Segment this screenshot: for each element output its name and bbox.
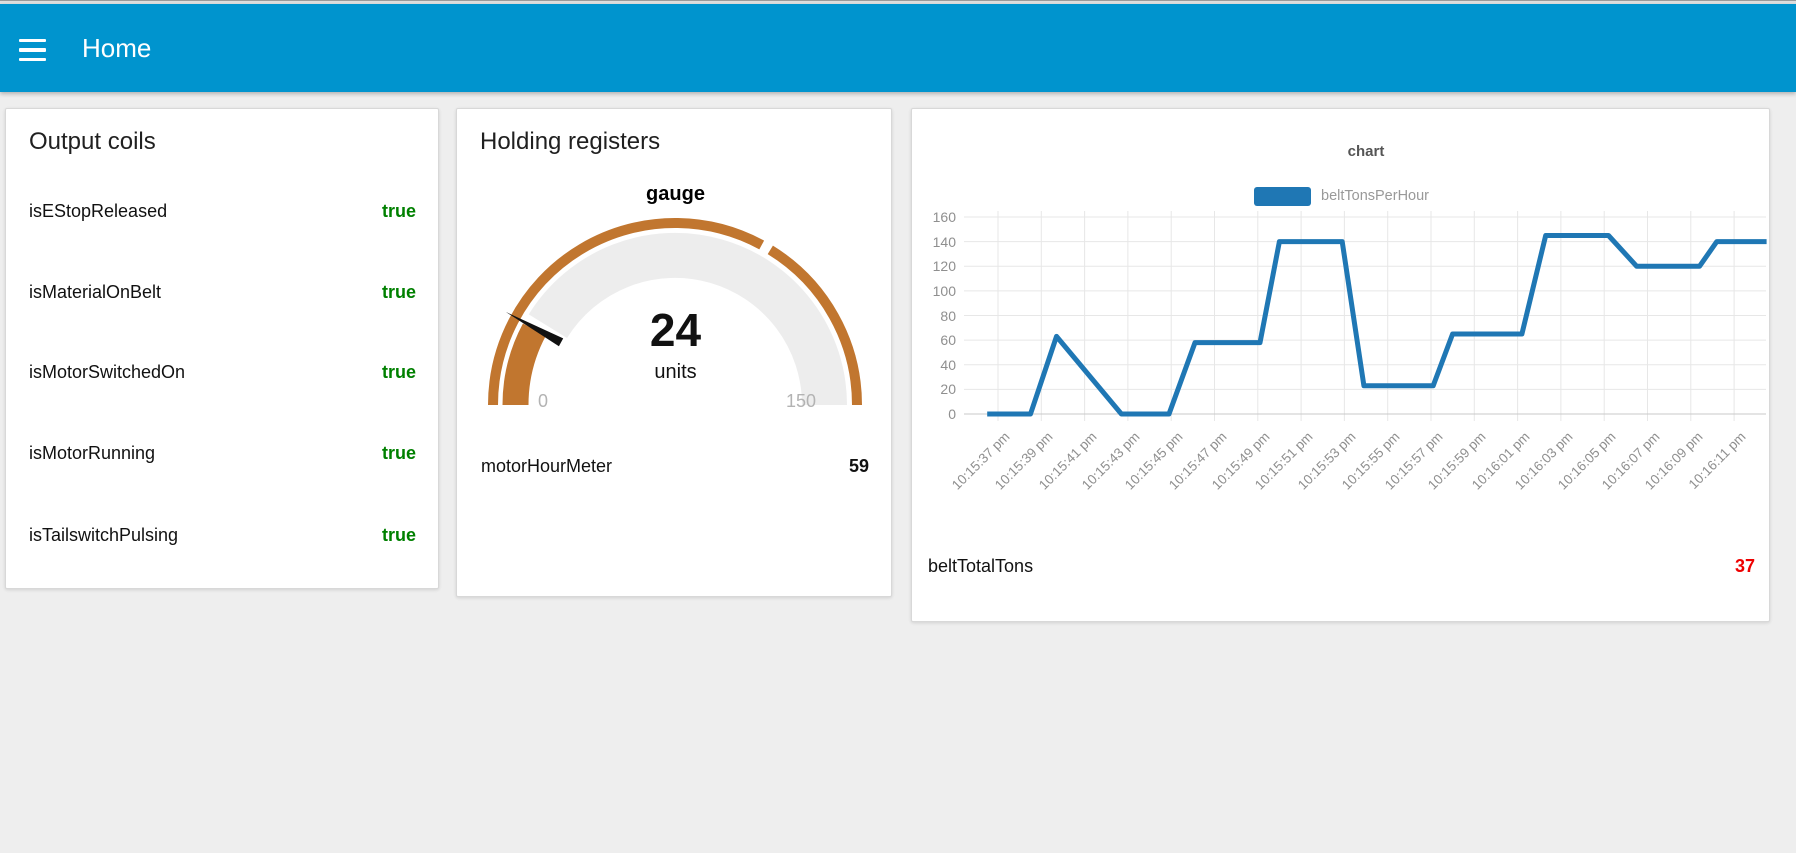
coil-row: isTailswitchPulsing true	[29, 520, 416, 550]
legend-label[interactable]: beltTonsPerHour	[1321, 188, 1429, 204]
window-top-edge	[0, 0, 1796, 4]
gauge-title: gauge	[646, 183, 705, 205]
y-axis-tick-label: 120	[932, 258, 956, 275]
y-axis-tick-label: 160	[932, 209, 956, 225]
hamburger-menu-icon	[10, 38, 54, 62]
coil-label: isEStopReleased	[29, 200, 168, 221]
gauge-svg	[488, 218, 862, 406]
coil-value: true	[381, 524, 416, 545]
y-axis-tick-label: 140	[932, 233, 956, 250]
card-output-coils: Output coils isEStopReleased true isMate…	[5, 108, 439, 589]
gauge-track-arc	[528, 232, 847, 406]
legend-swatch[interactable]	[1254, 187, 1311, 206]
menu-button[interactable]	[10, 28, 54, 72]
coil-value: true	[381, 361, 416, 382]
gauge-outer-ring-segment	[767, 245, 862, 406]
coil-label: isMotorRunning	[29, 442, 156, 463]
y-axis-tick-label: 40	[940, 356, 956, 373]
card-title: Holding registers	[480, 128, 661, 155]
coil-row: isMotorRunning true	[29, 438, 416, 468]
coil-value: true	[381, 281, 416, 302]
total-label: beltTotalTons	[928, 555, 1034, 576]
coil-value: true	[381, 200, 416, 221]
coil-label: isMaterialOnBelt	[29, 281, 162, 302]
coil-label: isMotorSwitchedOn	[29, 361, 186, 382]
gauge-value: 24	[649, 304, 702, 356]
card-chart: chart beltTonsPerHour 0 20 40 60 80 100 120 140…	[911, 108, 1770, 622]
y-axis-tick-label: 20	[940, 381, 956, 398]
y-axis-tick-label: 0	[948, 406, 956, 422]
card-title: Output coils	[29, 128, 156, 155]
gauge-min-label: 0	[537, 391, 548, 411]
coil-row: isMaterialOnBelt true	[29, 277, 416, 307]
gauge-max-label: 150	[785, 391, 817, 411]
chart-title: chart	[1347, 143, 1385, 160]
chart-footer-row: beltTotalTons 37	[928, 551, 1755, 581]
coil-label: isTailswitchPulsing	[29, 524, 179, 545]
card-holding-registers: Holding registers gauge 24 units 0 150 m…	[456, 108, 892, 597]
y-axis-tick-label: 80	[940, 307, 956, 324]
gauge-needle	[505, 312, 564, 347]
page-title: Home	[82, 33, 152, 63]
register-value: 59	[848, 455, 869, 476]
coil-row: isMotorSwitchedOn true	[29, 357, 416, 387]
coil-value: true	[381, 442, 416, 463]
y-axis-tick-label: 60	[940, 332, 956, 349]
total-value: 37	[1734, 555, 1755, 576]
app-header: Home	[0, 4, 1796, 92]
register-row: motorHourMeter 59	[481, 451, 869, 481]
series-line	[987, 233, 1767, 417]
y-axis-tick-label: 100	[932, 282, 956, 299]
register-label: motorHourMeter	[481, 455, 613, 476]
gauge-outer-ring-segment	[488, 218, 765, 406]
gauge-value-arc	[502, 323, 547, 406]
coil-row: isEStopReleased true	[29, 196, 416, 226]
line-chart	[964, 211, 1767, 421]
gauge-units: units	[654, 361, 697, 383]
